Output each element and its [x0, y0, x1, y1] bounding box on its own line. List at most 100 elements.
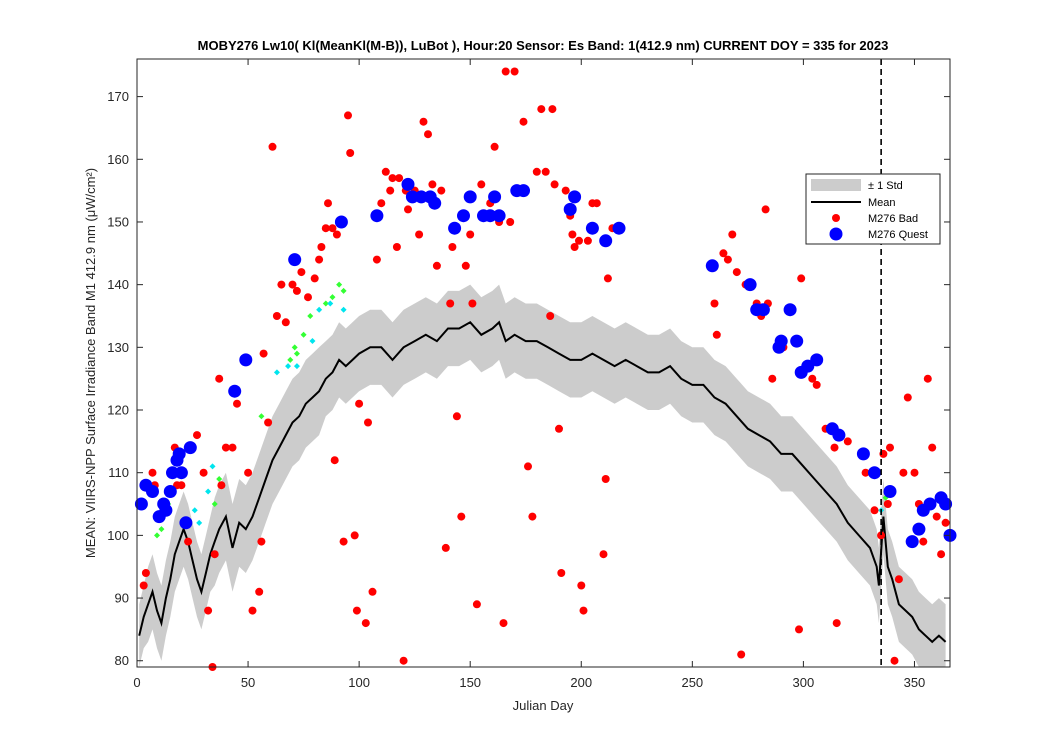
green-point	[293, 350, 300, 357]
legend-std-swatch	[811, 179, 861, 191]
green-point	[291, 344, 298, 351]
bad-point	[937, 550, 946, 559]
bad-point	[583, 236, 592, 245]
bad-point	[601, 475, 610, 483]
cyan-point	[285, 363, 292, 370]
bad-point	[364, 418, 372, 427]
bad-point	[843, 437, 852, 446]
bad-point	[928, 443, 937, 452]
bad-point	[210, 550, 219, 559]
bad-point	[277, 280, 286, 289]
bad-point	[317, 243, 326, 251]
bad-point	[415, 230, 424, 239]
bad-point	[883, 500, 892, 508]
bad-point	[546, 312, 555, 320]
x-axis: 0 50 100 150 200 250 300 350	[133, 59, 925, 690]
green-point	[211, 501, 218, 508]
bad-point	[732, 268, 741, 277]
x-tick-label: 150	[459, 675, 481, 690]
x-tick-label: 250	[681, 675, 703, 690]
bad-point	[141, 569, 150, 577]
bad-point	[332, 230, 341, 239]
quest-point	[790, 334, 804, 348]
bad-point	[368, 587, 377, 596]
quest-point	[463, 190, 477, 204]
quest-point	[923, 497, 937, 511]
plot-frame	[136, 58, 951, 668]
bad-point	[506, 218, 515, 226]
bad-point	[723, 255, 732, 264]
bad-point	[548, 105, 557, 114]
bad-point	[524, 462, 532, 471]
bad-point	[272, 312, 281, 320]
quest-point	[159, 503, 173, 517]
quest-point	[883, 485, 897, 498]
bad-point	[557, 569, 566, 577]
bad-point	[233, 399, 241, 408]
quest-point	[166, 466, 179, 480]
bad-point	[372, 255, 381, 264]
y-tick-label: 140	[107, 277, 129, 292]
bad-point	[324, 199, 332, 208]
bad-point	[437, 186, 446, 195]
legend-quest-label: M276 Quest	[868, 229, 928, 241]
green-point	[153, 532, 160, 539]
bad-point	[768, 374, 777, 383]
quest-point	[172, 447, 186, 461]
y-tick-label: 170	[107, 89, 129, 104]
bad-point	[395, 174, 404, 183]
bad-point	[910, 468, 919, 477]
quest-point	[134, 497, 148, 511]
bad-point	[419, 117, 428, 126]
bad-point	[537, 105, 546, 114]
bad-point	[346, 149, 355, 157]
green-point	[322, 300, 329, 307]
quest-point	[905, 535, 919, 549]
bad-point	[894, 575, 903, 584]
y-tick-label: 120	[107, 403, 129, 418]
bad-point	[890, 656, 899, 665]
bad-point	[561, 186, 570, 195]
quest-point	[568, 190, 582, 204]
bad-point	[404, 205, 412, 214]
quest-point	[370, 209, 384, 223]
x-tick-label: 100	[348, 675, 370, 690]
bad-point	[377, 199, 386, 208]
points-layer	[134, 67, 957, 671]
bad-point	[428, 180, 437, 189]
green-point	[300, 331, 307, 338]
bad-point	[315, 255, 324, 264]
bad-point	[448, 243, 457, 251]
bad-point	[579, 606, 588, 615]
bad-point	[832, 619, 841, 628]
quest-point	[517, 184, 530, 198]
bad-point	[808, 374, 817, 383]
bad-point	[328, 224, 337, 233]
quest-point	[239, 353, 253, 367]
bad-point	[215, 374, 224, 383]
bad-point	[719, 249, 728, 258]
bad-point	[297, 268, 306, 277]
bad-point	[199, 468, 208, 477]
bad-point	[268, 142, 277, 151]
quest-point	[743, 278, 757, 292]
std-band	[139, 284, 946, 667]
quest-point	[448, 221, 462, 235]
bad-point	[550, 180, 559, 189]
bad-point	[923, 374, 932, 383]
bad-point	[399, 656, 408, 665]
bad-point	[381, 167, 390, 176]
bad-point	[288, 280, 297, 289]
bad-point	[330, 456, 339, 465]
green-point	[216, 475, 223, 482]
quest-point	[756, 303, 770, 317]
bad-point	[861, 468, 870, 477]
cyan-point	[340, 306, 347, 313]
bad-point	[477, 180, 486, 189]
bad-point	[388, 174, 397, 183]
bad-point	[501, 67, 510, 76]
green-point	[329, 294, 336, 301]
bad-point	[472, 600, 481, 609]
bad-point	[899, 468, 908, 477]
